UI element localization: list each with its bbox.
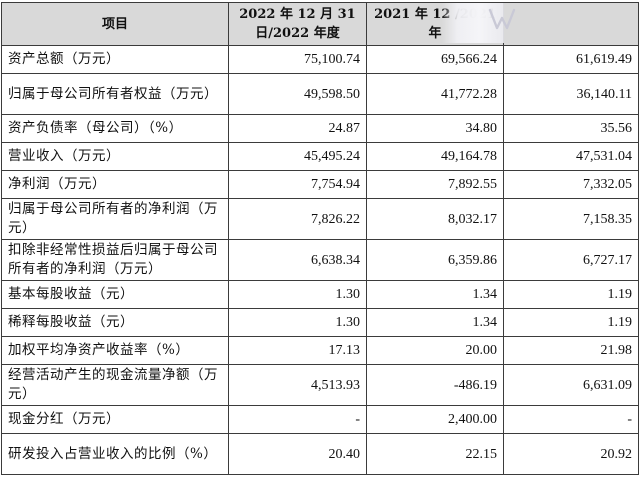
row-label: 资产负债率（母公司）（%） (1, 114, 229, 143)
cell-2021: 34.80 (366, 114, 504, 143)
header-item: 项目 (1, 2, 229, 46)
row-label: 归属于母公司所有者权益（万元） (1, 73, 229, 115)
cell-2021: 1.34 (366, 280, 504, 309)
cell-2021: 8,032.17 (366, 198, 504, 240)
cell-2020: 61,619.49 (503, 45, 639, 74)
row-label: 营业收入（万元） (1, 142, 229, 171)
table-row: 研发投入占营业收入的比例（%） 20.40 22.15 20.92 (1, 433, 639, 475)
row-label: 加权平均净资产收益率（%） (1, 336, 229, 365)
row-label: 资产总额（万元） (1, 45, 229, 74)
cell-2020: 6,727.17 (503, 239, 639, 281)
table-row: 经营活动产生的现金流量净额（万元） 4,513.93 -486.19 6,631… (1, 364, 639, 406)
cell-2022: 7,754.94 (228, 170, 367, 199)
header-2022: 2022 年 12 月 31 日/2022 年度 (228, 2, 367, 46)
cell-2020: 7,332.05 (503, 170, 639, 199)
table-row: 资产总额（万元） 75,100.74 69,566.24 61,619.49 (1, 45, 639, 74)
cell-2022: - (228, 405, 367, 434)
cell-2021: 6,359.86 (366, 239, 504, 281)
table-row: 现金分红（万元） - 2,400.00 - (1, 405, 639, 434)
cell-2022: 7,826.22 (228, 198, 367, 240)
row-label: 归属于母公司所有者的净利润（万元） (1, 198, 229, 240)
row-label: 研发投入占营业收入的比例（%） (1, 433, 229, 475)
cell-2022: 4,513.93 (228, 364, 367, 406)
financial-indicators-table: 项目 2022 年 12 月 31 日/2022 年度 2021 年 12 /2… (1, 2, 639, 475)
cell-2022: 1.30 (228, 280, 367, 309)
cell-2020: 47,531.04 (503, 142, 639, 171)
table-row: 加权平均净资产收益率（%） 17.13 20.00 21.98 (1, 336, 639, 365)
table-row: 资产负债率（母公司）（%） 24.87 34.80 35.56 (1, 114, 639, 143)
cell-2022: 75,100.74 (228, 45, 367, 74)
cell-2020: 6,631.09 (503, 364, 639, 406)
cell-2020: 1.19 (503, 308, 639, 337)
cell-2020: - (503, 405, 639, 434)
cell-2022: 17.13 (228, 336, 367, 365)
cell-2020: 36,140.11 (503, 73, 639, 115)
cell-2020: 35.56 (503, 114, 639, 143)
table-row: 归属于母公司所有者的净利润（万元） 7,826.22 8,032.17 7,15… (1, 198, 639, 240)
cell-2021: 41,772.28 (366, 73, 504, 115)
cell-2022: 1.30 (228, 308, 367, 337)
table-header-row: 项目 2022 年 12 月 31 日/2022 年度 2021 年 12 /2… (1, 2, 639, 46)
cell-2022: 24.87 (228, 114, 367, 143)
cell-2021: 2,400.00 (366, 405, 504, 434)
table-row: 归属于母公司所有者权益（万元） 49,598.50 41,772.28 36,1… (1, 73, 639, 115)
table-row: 扣除非经常性损益后归属于母公司所有者的净利润（万元） 6,638.34 6,35… (1, 239, 639, 281)
row-label: 经营活动产生的现金流量净额（万元） (1, 364, 229, 406)
cell-2021: 7,892.55 (366, 170, 504, 199)
cell-2021: 1.34 (366, 308, 504, 337)
row-label: 现金分红（万元） (1, 405, 229, 434)
table-row: 净利润（万元） 7,754.94 7,892.55 7,332.05 (1, 170, 639, 199)
cell-2022: 49,598.50 (228, 73, 367, 115)
cell-2022: 6,638.34 (228, 239, 367, 281)
cell-2022: 45,495.24 (228, 142, 367, 171)
cell-2021: 49,164.78 (366, 142, 504, 171)
cell-2020: 20.92 (503, 433, 639, 475)
row-label: 扣除非经常性损益后归属于母公司所有者的净利润（万元） (1, 239, 229, 281)
cell-2021: 20.00 (366, 336, 504, 365)
cell-2022: 20.40 (228, 433, 367, 475)
table-row: 营业收入（万元） 45,495.24 49,164.78 47,531.04 (1, 142, 639, 171)
row-label: 稀释每股收益（元） (1, 308, 229, 337)
table-row: 基本每股收益（元） 1.30 1.34 1.19 (1, 280, 639, 309)
row-label: 净利润（万元） (1, 170, 229, 199)
obscuring-overlay (442, 3, 504, 43)
cell-2020: 1.19 (503, 280, 639, 309)
brand-logo-icon (488, 8, 516, 30)
header-2020 (503, 2, 639, 46)
table-row: 稀释每股收益（元） 1.30 1.34 1.19 (1, 308, 639, 337)
cell-2021: 69,566.24 (366, 45, 504, 74)
row-label: 基本每股收益（元） (1, 280, 229, 309)
cell-2021: -486.19 (366, 364, 504, 406)
cell-2020: 7,158.35 (503, 198, 639, 240)
cell-2021: 22.15 (366, 433, 504, 475)
cell-2020: 21.98 (503, 336, 639, 365)
